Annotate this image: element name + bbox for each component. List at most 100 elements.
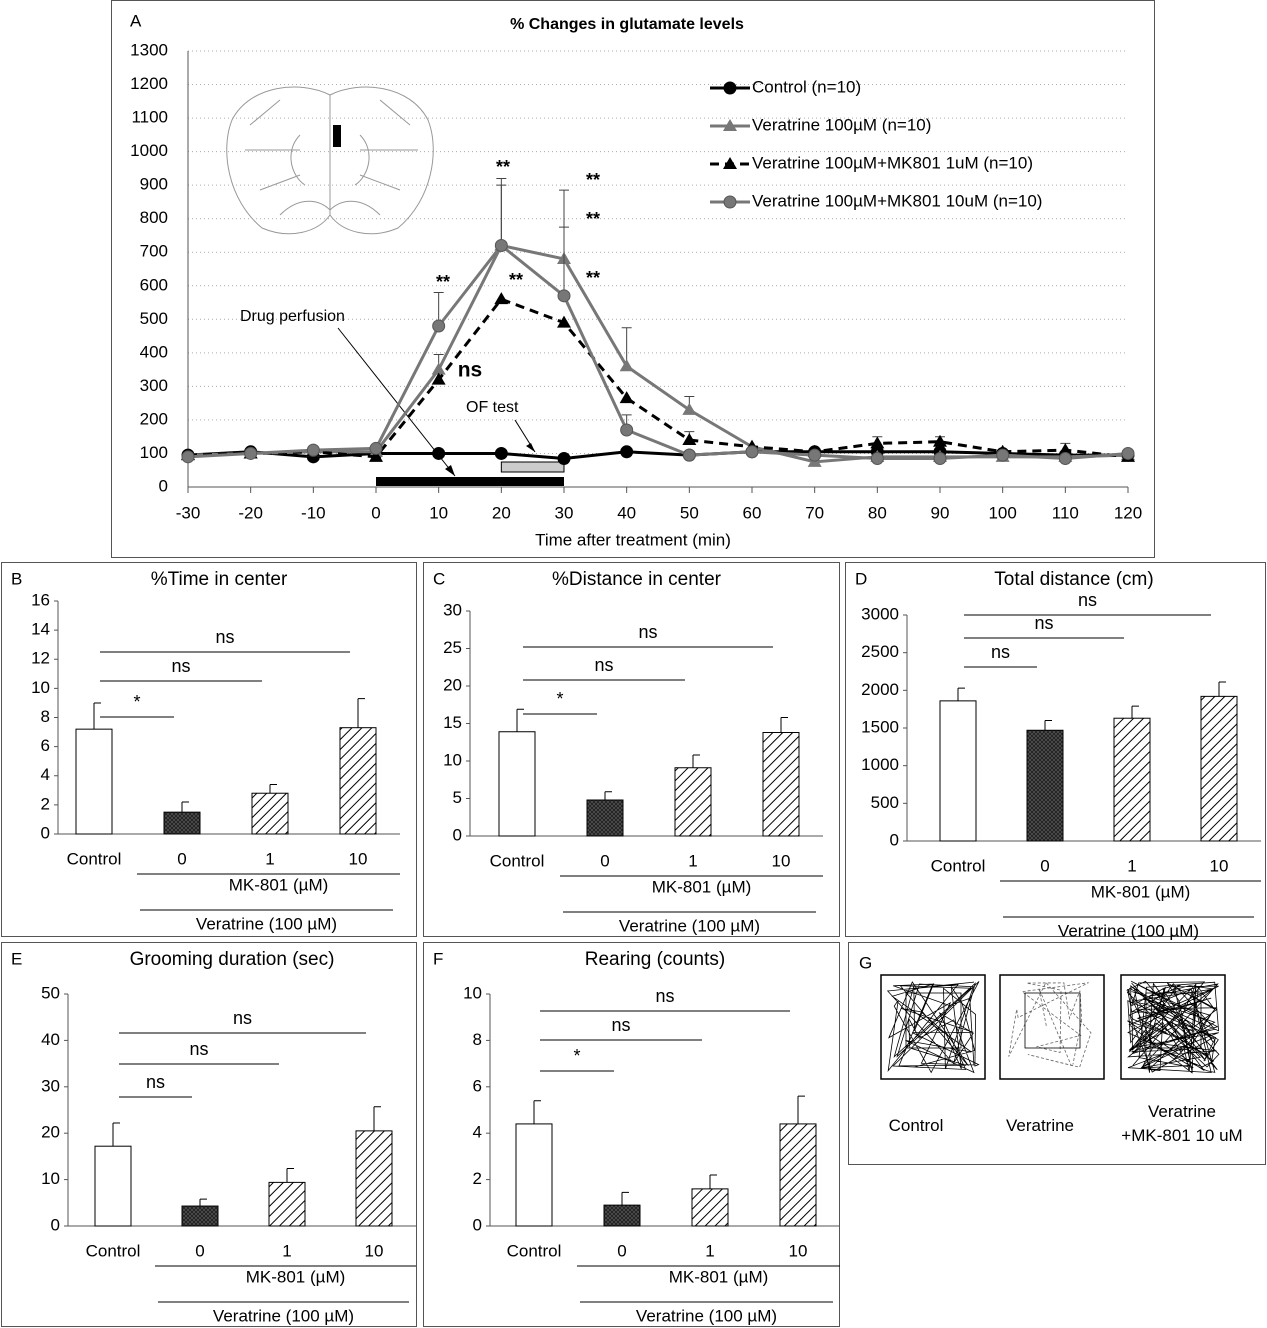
bar [939, 700, 977, 842]
annotation: ** [509, 270, 523, 290]
error-bar [604, 791, 612, 800]
significance-label: ns [189, 1039, 208, 1059]
significance-label: * [133, 692, 140, 712]
trace-label: Veratrine [1005, 1116, 1075, 1135]
y-tick-label: 0 [51, 1215, 60, 1234]
x-tick-label: -10 [301, 503, 326, 522]
panel-frame [423, 942, 840, 1327]
y-tick-label: 8 [41, 707, 50, 726]
significance-label: ns [655, 986, 674, 1006]
legend-label: Veratrine 100µM+MK801 1uM (n=10) [752, 153, 1033, 172]
bar [163, 811, 201, 835]
y-tick-label: 0 [159, 476, 168, 495]
group-label: Veratrine (100 µM) [619, 916, 760, 935]
bar [779, 1123, 817, 1227]
group-label: Veratrine (100 µM) [196, 914, 337, 933]
bar [94, 1145, 132, 1227]
bar [355, 1130, 393, 1227]
group-label: MK-801 (µM) [229, 875, 329, 894]
panel-frame [1, 942, 417, 1327]
marker [620, 445, 634, 459]
bar [251, 792, 289, 835]
trace-inner [905, 992, 962, 1049]
y-tick-label: 10 [31, 678, 50, 697]
marker [557, 451, 571, 465]
y-tick-label: 4 [41, 765, 50, 784]
x-tick-label: 1 [688, 851, 697, 870]
trace-label: Veratrine +MK-801 10 uM [1121, 1102, 1243, 1145]
y-tick-label: 900 [140, 175, 168, 194]
x-tick-label: Control [67, 849, 122, 868]
x-tick-label: 10 [1210, 856, 1229, 875]
panel-letter: D [855, 569, 867, 588]
x-tick-label: 10 [365, 1241, 384, 1260]
x-tick-label: 0 [617, 1241, 626, 1260]
error-bar [621, 1191, 629, 1206]
group-label: MK-801 (µM) [246, 1267, 346, 1286]
y-tick-label: 8 [473, 1030, 482, 1049]
annotation: ns [458, 359, 483, 382]
y-tick-label: 20 [41, 1123, 60, 1142]
error-bar [199, 1198, 207, 1207]
y-tick-label: 1300 [130, 40, 168, 59]
y-tick-label: 400 [140, 342, 168, 361]
marker [682, 433, 697, 446]
legend-label: Veratrine 100µM+MK801 10uM (n=10) [752, 191, 1042, 210]
x-tick-label: 10 [772, 851, 791, 870]
annotation: ** [586, 209, 600, 229]
y-tick-label: 10 [41, 1169, 60, 1188]
marker [431, 372, 446, 385]
panel-letter: G [859, 953, 872, 972]
marker [244, 446, 258, 460]
error-bar [269, 783, 277, 794]
marker [306, 443, 320, 457]
y-tick-label: 1500 [861, 717, 899, 736]
y-tick-label: 600 [140, 275, 168, 294]
significance-label: ns [594, 655, 613, 675]
y-tick-label: 30 [443, 600, 462, 619]
y-tick-label: 3000 [861, 604, 899, 623]
trace [886, 981, 980, 1074]
marker [808, 448, 822, 462]
bar [339, 727, 377, 835]
x-tick-label: 80 [868, 503, 887, 522]
y-tick-label: 5 [453, 788, 462, 807]
bar [181, 1205, 219, 1227]
y-tick-label: 10 [463, 983, 482, 1002]
panel-letter: F [433, 949, 443, 968]
y-tick-label: 6 [41, 736, 50, 755]
test-bar [500, 461, 565, 473]
trace [1126, 980, 1220, 1074]
y-tick-label: 0 [41, 823, 50, 842]
x-tick-label: 1 [265, 849, 274, 868]
significance-label: ns [233, 1008, 252, 1028]
x-tick-label: 1 [282, 1241, 291, 1260]
chart-title: %Distance in center [552, 569, 722, 590]
x-tick-label: 0 [600, 851, 609, 870]
bar [762, 732, 800, 837]
y-tick-label: 1000 [861, 755, 899, 774]
marker [870, 436, 885, 449]
x-tick-label: 0 [1040, 856, 1049, 875]
marker [431, 362, 446, 375]
chart-title: Grooming duration (sec) [130, 949, 335, 970]
bar [603, 1204, 641, 1227]
bar [1026, 729, 1064, 842]
marker [432, 446, 446, 460]
y-tick-label: 50 [41, 983, 60, 1002]
x-tick-label: 0 [195, 1241, 204, 1260]
error-bar [112, 1122, 120, 1147]
y-tick-label: 6 [473, 1076, 482, 1095]
error-bar [797, 1095, 805, 1124]
marker [723, 195, 737, 209]
y-tick-label: 1000 [130, 141, 168, 160]
panel-letter: B [11, 569, 22, 588]
error-bar [1218, 681, 1226, 697]
y-tick-label: 4 [473, 1123, 482, 1142]
annotation: ** [436, 272, 450, 292]
group-label: MK-801 (µM) [669, 1267, 769, 1286]
legend-label: Veratrine 100µM (n=10) [752, 115, 931, 134]
error-bar [957, 687, 965, 701]
y-tick-label: 300 [140, 376, 168, 395]
